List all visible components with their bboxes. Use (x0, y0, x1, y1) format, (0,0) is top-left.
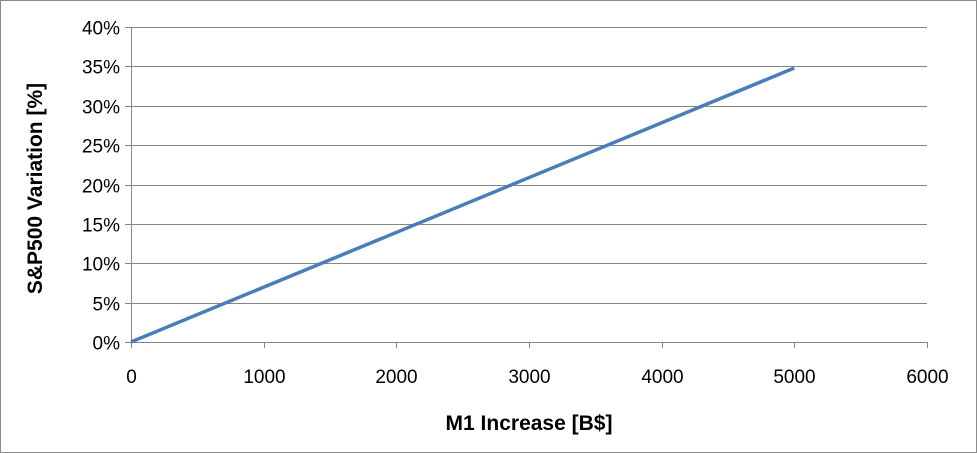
y-axis-title: S&P500 Variation [%] (24, 83, 47, 294)
tick-labels: 0% 5% 10% 15% 20% 25% 30% 35% 40% 0 1000 2000 3000 40… (82, 19, 949, 389)
axes (125, 27, 928, 348)
x-axis-title: M1 Increase [B$] (446, 412, 613, 435)
y-tick-label: 10% (82, 255, 120, 276)
y-tick-label: 25% (82, 137, 120, 158)
x-tick-label: 2000 (375, 367, 417, 388)
x-tick-label: 4000 (641, 367, 683, 388)
y-tick-label: 15% (82, 216, 120, 237)
x-tick-label: 1000 (243, 367, 285, 388)
gridlines (131, 27, 927, 304)
x-tick-label: 0 (126, 367, 137, 388)
y-tick-label: 35% (82, 58, 120, 79)
y-tick-label: 40% (82, 19, 120, 40)
y-tick-label: 20% (82, 177, 120, 198)
x-tick-label: 6000 (906, 367, 948, 388)
x-tick-label: 3000 (508, 367, 550, 388)
series-line (130, 66, 795, 344)
y-tick-label: 30% (82, 98, 120, 119)
y-tick-label: 0% (93, 334, 121, 355)
series-layer (130, 66, 795, 344)
x-tick-label: 5000 (773, 367, 815, 388)
y-tick-label: 5% (93, 295, 121, 316)
